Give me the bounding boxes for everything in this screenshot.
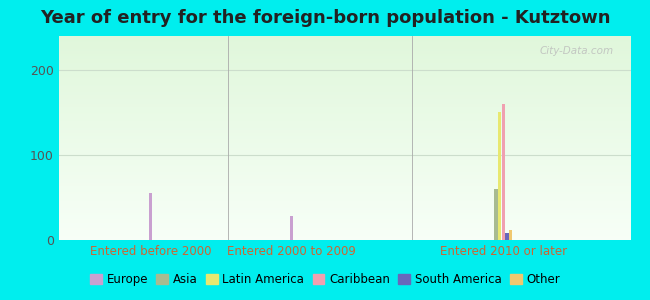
Bar [509,230,512,240]
Text: City-Data.com: City-Data.com [540,46,614,56]
Bar [495,189,498,240]
Bar [290,216,293,240]
Bar [498,112,501,240]
Bar [506,233,509,240]
Legend: Europe, Asia, Latin America, Caribbean, South America, Other: Europe, Asia, Latin America, Caribbean, … [85,269,565,291]
Text: Year of entry for the foreign-born population - Kutztown: Year of entry for the foreign-born popul… [40,9,610,27]
Bar [502,104,505,240]
Bar [149,193,152,240]
